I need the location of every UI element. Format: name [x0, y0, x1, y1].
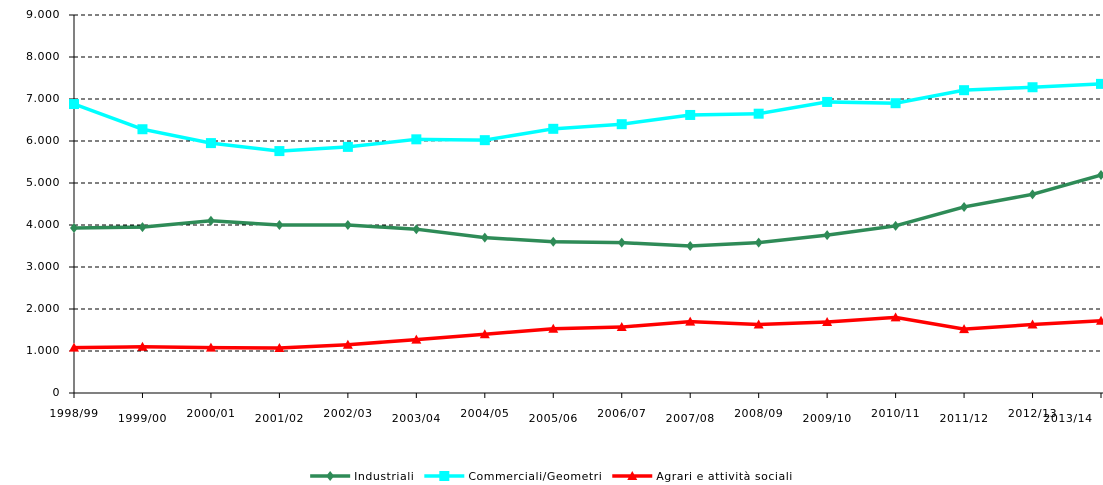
y-tick-label: 8.000 [26, 50, 60, 63]
marker [205, 342, 216, 352]
marker [548, 323, 559, 333]
marker [891, 220, 900, 231]
x-tick-label: 2008/09 [734, 407, 783, 420]
y-tick-label: 0 [53, 386, 61, 399]
marker [69, 99, 79, 110]
marker [137, 341, 148, 351]
series [69, 78, 1103, 157]
line [73, 82, 1102, 153]
marker [137, 124, 148, 135]
line [73, 315, 1102, 350]
y-tick-label: 9.000 [26, 8, 60, 21]
x-tick-label: 1998/99 [49, 407, 98, 420]
x-tick-label: 2007/08 [666, 412, 715, 425]
marker [69, 342, 79, 352]
marker [343, 220, 352, 230]
marker [753, 319, 764, 329]
marker [1096, 315, 1103, 325]
marker [70, 222, 78, 233]
y-tick-label: 4.000 [26, 218, 60, 231]
marker [685, 316, 696, 326]
x-tick-label: 2005/06 [529, 412, 578, 425]
marker [959, 85, 970, 96]
series [70, 170, 1103, 251]
marker [479, 135, 490, 146]
marker [138, 222, 147, 233]
marker [822, 96, 833, 107]
series [69, 312, 1103, 353]
marker [549, 236, 558, 247]
marker [1096, 78, 1103, 89]
marker [686, 241, 695, 251]
x-tick-label: 1999/00 [118, 412, 167, 425]
marker [1028, 189, 1037, 200]
line [73, 173, 1102, 248]
marker [890, 98, 901, 109]
marker [616, 119, 627, 130]
marker [206, 215, 215, 226]
y-tick-label: 6.000 [26, 134, 60, 147]
x-tick-label: 2009/10 [803, 412, 852, 425]
marker [205, 138, 216, 149]
marker [890, 312, 901, 322]
marker [326, 471, 335, 481]
legend-label: Commerciali/Geometri [468, 470, 602, 483]
x-tick-label: 2013/14 [1043, 412, 1092, 425]
y-tick-label: 1.000 [26, 344, 60, 357]
marker [411, 334, 422, 344]
marker [1027, 82, 1038, 93]
marker [479, 329, 490, 339]
marker [754, 237, 763, 248]
legend-label: Agrari e attività sociali [656, 470, 793, 483]
marker [822, 317, 833, 327]
marker [627, 471, 638, 480]
legend: Industriali Commerciali/Geometri Agrari e … [310, 470, 793, 483]
x-tick-label: 2010/11 [871, 407, 920, 420]
x-tick-label: 2001/02 [255, 412, 304, 425]
marker [753, 108, 764, 119]
x-tick-label: 2002/03 [323, 407, 372, 420]
y-tick-label: 7.000 [26, 92, 60, 105]
x-tick-label: 2004/05 [460, 407, 509, 420]
marker [616, 322, 627, 332]
marker [275, 220, 284, 230]
x-tick-label: 2012/13 [1008, 407, 1057, 420]
y-tick-label: 3.000 [26, 260, 60, 273]
marker [342, 339, 353, 349]
x-tick-label: 2000/01 [186, 407, 235, 420]
marker [960, 201, 969, 212]
legend-label: Industriali [354, 470, 414, 483]
x-tick-label: 2003/04 [392, 412, 441, 425]
marker [823, 230, 832, 241]
x-tick-label: 2006/07 [597, 407, 646, 420]
marker [617, 237, 626, 248]
marker [548, 123, 559, 134]
marker [411, 134, 422, 145]
marker [342, 141, 353, 152]
marker [480, 232, 489, 243]
y-tick-label: 5.000 [26, 176, 60, 189]
marker [685, 109, 696, 120]
marker [274, 146, 285, 157]
y-tick-label: 2.000 [26, 302, 60, 315]
marker [412, 224, 421, 235]
marker [439, 471, 450, 481]
x-tick-label: 2011/12 [939, 412, 988, 425]
marker [1097, 170, 1103, 181]
marker [1027, 319, 1038, 329]
marker [274, 343, 285, 353]
marker [959, 324, 970, 334]
